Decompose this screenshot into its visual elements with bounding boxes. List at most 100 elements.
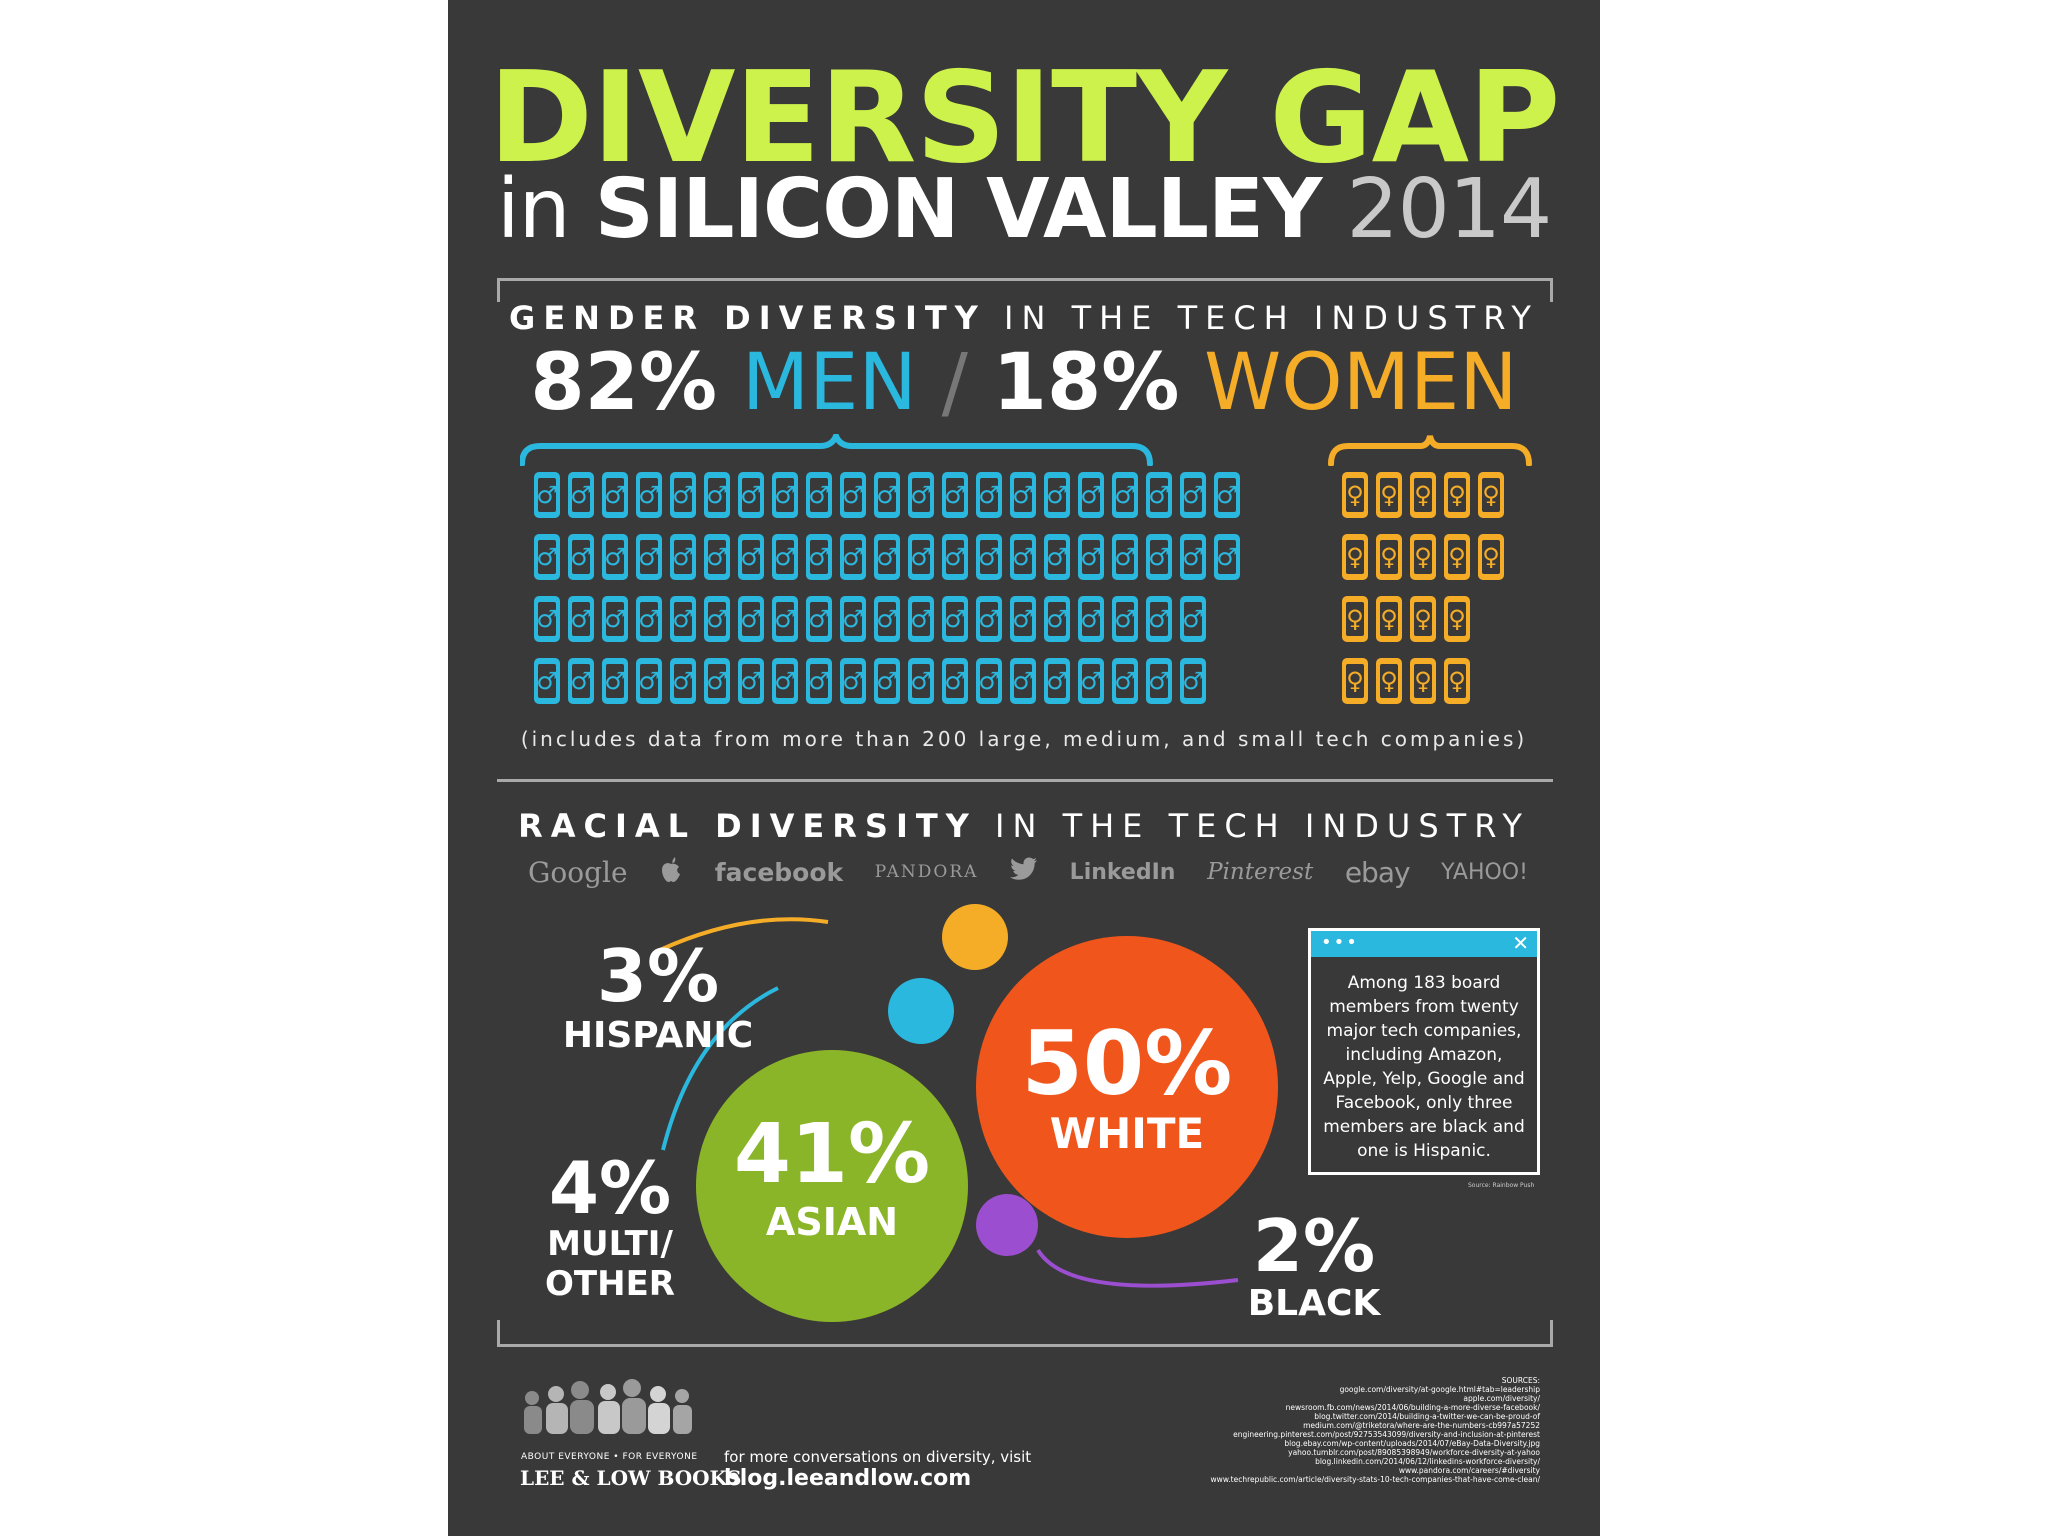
multi-other-label-line2: OTHER — [545, 1264, 675, 1304]
sources-title: SOURCES: — [1501, 1376, 1540, 1385]
male-phone-icon: ♂ — [636, 534, 662, 580]
male-phone-icon: ♂ — [1146, 534, 1172, 580]
source-item: blog.twitter.com/2014/building-a-twitter… — [1314, 1412, 1540, 1421]
male-phone-icon: ♂ — [1214, 472, 1240, 518]
ebay-logo: ebay — [1344, 855, 1411, 889]
title-year: 2014 — [1346, 162, 1552, 257]
lee-low-logo-figures — [524, 1379, 692, 1434]
female-phone-icon: ♀ — [1342, 596, 1368, 642]
publisher-tagline: ABOUT EVERYONE • FOR EVERYONE — [521, 1452, 698, 1462]
gender-heading: GENDER DIVERSITY IN THE TECH INDUSTRY — [448, 298, 1600, 338]
source-item: yahoo.tumblr.com/post/89085398949/workfo… — [1288, 1448, 1540, 1457]
male-phone-icon: ♂ — [1214, 534, 1240, 580]
white-label: WHITE — [1049, 1109, 1205, 1158]
male-phone-icon: ♂ — [1146, 658, 1172, 704]
frame-middle-line — [497, 779, 1553, 782]
source-item: engineering.pinterest.com/post/927535430… — [1233, 1430, 1540, 1439]
male-phone-icon: ♂ — [976, 472, 1002, 518]
male-phone-icon: ♂ — [1078, 534, 1104, 580]
female-phone-icon: ♀ — [1342, 658, 1368, 704]
racial-heading-rest: IN THE TECH INDUSTRY — [995, 807, 1530, 845]
hispanic-percent: 3% — [596, 934, 720, 1018]
male-phone-icon: ♂ — [534, 472, 560, 518]
male-phone-icon: ♂ — [1146, 472, 1172, 518]
popup-source: Source: Rainbow Push — [1468, 1182, 1535, 1189]
frame-bottom-right-tick — [1550, 1320, 1553, 1346]
female-phone-icon: ♀ — [1342, 472, 1368, 518]
male-phone-icon: ♂ — [534, 534, 560, 580]
male-phone-icon: ♂ — [1180, 472, 1206, 518]
male-phone-icon: ♂ — [1044, 534, 1070, 580]
male-phone-icon: ♂ — [840, 472, 866, 518]
infographic-poster: DIVERSITY GAP in SILICON VALLEY 2014 GEN… — [448, 0, 1600, 1536]
male-phone-icon: ♂ — [602, 658, 628, 704]
male-phone-icon: ♂ — [908, 534, 934, 580]
male-phone-icon: ♂ — [670, 658, 696, 704]
male-phone-icon: ♂ — [772, 596, 798, 642]
female-phone-icon: ♀ — [1376, 658, 1402, 704]
visit-text: for more conversations on diversity, vis… — [724, 1448, 1032, 1466]
company-logos: Google facebook PANDORA LinkedIn Pintere… — [528, 852, 1528, 892]
black-percent: 2% — [1252, 1204, 1376, 1288]
title-in: in — [496, 162, 571, 257]
male-phone-icon: ♂ — [636, 658, 662, 704]
male-phone-icon: ♂ — [1010, 472, 1036, 518]
male-phone-icon: ♂ — [1078, 596, 1104, 642]
male-phone-icon: ♂ — [636, 472, 662, 518]
male-phone-icon: ♂ — [976, 534, 1002, 580]
female-phone-icon: ♀ — [1376, 472, 1402, 518]
male-phone-icon: ♂ — [1180, 596, 1206, 642]
source-item: blog.ebay.com/wp-content/uploads/2014/07… — [1284, 1439, 1540, 1448]
male-phone-icon: ♂ — [874, 472, 900, 518]
twitter-icon — [1010, 857, 1038, 887]
asian-label: ASIAN — [765, 1200, 899, 1244]
female-phone-icon: ♀ — [1410, 596, 1436, 642]
frame-top-right-tick — [1550, 278, 1553, 302]
source-item: blog.linkedin.com/2014/06/12/linkedins-w… — [1315, 1457, 1540, 1466]
women-label: WOMEN — [1204, 338, 1518, 428]
sources-list: SOURCES: google.com/diversity/at-google.… — [1120, 1376, 1540, 1484]
male-phone-icon: ♂ — [670, 472, 696, 518]
male-phone-icon: ♂ — [806, 596, 832, 642]
male-phone-icon: ♂ — [1146, 596, 1172, 642]
board-members-popup: ••• ✕ Among 183 board members from twent… — [1308, 928, 1540, 1175]
male-phone-icon: ♂ — [806, 658, 832, 704]
hispanic-label: HISPANIC — [562, 1015, 754, 1056]
female-phone-icon: ♀ — [1376, 534, 1402, 580]
male-phone-icon: ♂ — [1112, 534, 1138, 580]
male-phone-icon: ♂ — [1112, 472, 1138, 518]
linkedin-logo: LinkedIn — [1069, 859, 1176, 885]
male-phone-icon: ♂ — [704, 534, 730, 580]
male-phone-icon: ♂ — [738, 534, 764, 580]
male-phone-icon: ♂ — [772, 472, 798, 518]
female-phone-icon: ♀ — [1478, 472, 1504, 518]
male-phone-icon: ♂ — [806, 472, 832, 518]
racial-heading-bold: RACIAL DIVERSITY — [518, 807, 977, 845]
pandora-logo: PANDORA — [874, 862, 979, 882]
male-phone-icon: ♂ — [738, 596, 764, 642]
phone-row: ♂ ♂ ♂ ♂ ♂ ♂ ♂ ♂ ♂ ♂ ♂ ♂ ♂ ♂ ♂ ♂ ♂ ♂ ♂ ♂ ♂ — [530, 470, 1244, 520]
black-circle — [976, 1194, 1038, 1256]
racial-heading: RACIAL DIVERSITY IN THE TECH INDUSTRY — [448, 806, 1600, 846]
frame-bottom-left-tick — [497, 1320, 500, 1346]
male-phone-icon: ♂ — [738, 658, 764, 704]
male-phone-icon: ♂ — [636, 596, 662, 642]
source-item: newsroom.fb.com/news/2014/06/building-a-… — [1285, 1403, 1540, 1412]
phone-row: ♀ ♀ ♀ ♀ ♀ — [1338, 532, 1508, 582]
male-phone-icon: ♂ — [738, 472, 764, 518]
male-phone-icon: ♂ — [806, 534, 832, 580]
male-phone-icon: ♂ — [874, 658, 900, 704]
blog-link[interactable]: blog.leeandlow.com — [724, 1466, 972, 1491]
female-phone-icon: ♀ — [1444, 596, 1470, 642]
close-icon[interactable]: ✕ — [1512, 931, 1529, 955]
female-phone-icon: ♀ — [1410, 534, 1436, 580]
female-phone-icon: ♀ — [1376, 596, 1402, 642]
men-label: MEN — [741, 338, 917, 428]
female-phone-icon: ♀ — [1444, 534, 1470, 580]
source-item: medium.com/@triketora/where-are-the-numb… — [1303, 1421, 1540, 1430]
yahoo-logo: YAHOO! — [1441, 859, 1528, 885]
hispanic-circle — [942, 904, 1008, 970]
male-phone-icon: ♂ — [704, 472, 730, 518]
male-phone-icon: ♂ — [1044, 596, 1070, 642]
male-phone-icon: ♂ — [942, 472, 968, 518]
